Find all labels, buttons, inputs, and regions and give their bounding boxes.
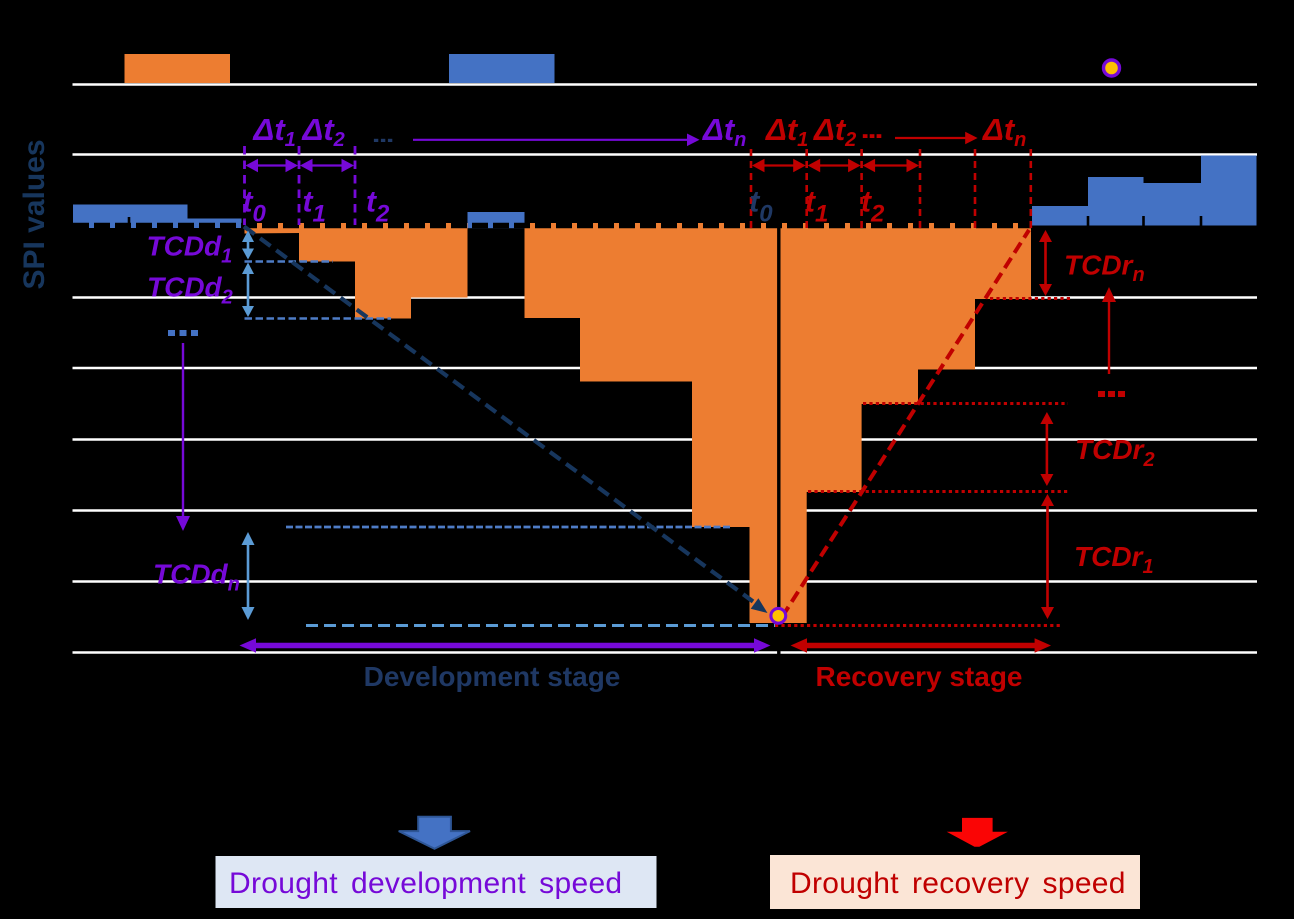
svg-text:TCDd2: TCDd2 [147, 272, 233, 309]
svg-text:Drought recovery speed: Drought recovery speed [790, 867, 1126, 900]
svg-text:Recovery stage: Recovery stage [815, 661, 1022, 692]
svg-text:Drought development speed: Drought development speed [229, 867, 622, 900]
svg-text:t2: t2 [861, 186, 885, 228]
svg-text:Δt1: Δt1 [765, 112, 808, 151]
svg-text:TCDd1: TCDd1 [147, 231, 233, 268]
svg-text:Δt1: Δt1 [253, 112, 296, 151]
svg-text:Δtn: Δtn [982, 112, 1026, 151]
svg-text:TCDdn: TCDdn [153, 559, 240, 596]
svg-text:TCDr2: TCDr2 [1075, 434, 1155, 471]
svg-text:TCDr1: TCDr1 [1074, 541, 1154, 578]
svg-text:Development stage: Development stage [364, 661, 621, 692]
svg-text:SPI values: SPI values [18, 139, 51, 289]
svg-text:TCDrn: TCDrn [1064, 250, 1145, 287]
